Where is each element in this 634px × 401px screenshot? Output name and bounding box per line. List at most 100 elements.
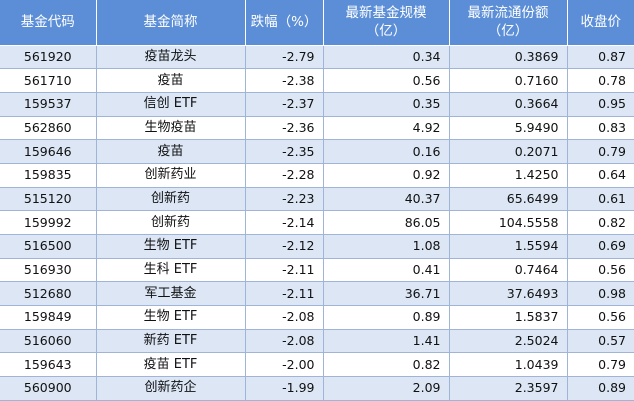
float-shares-cell: 65.6499 <box>449 187 568 212</box>
fund-code-cell: 560900 <box>0 376 97 401</box>
close-price-cell: 0.78 <box>567 68 634 93</box>
fund-size-cell: 0.41 <box>323 258 450 283</box>
table-row: 560900 创新药企 -1.99 2.09 2.3597 0.89 <box>0 376 634 401</box>
float-shares-cell: 104.5558 <box>449 210 568 235</box>
table-header: 基金代码 基金简称 跌幅（%） 最新基金规模 （亿） 最新流通份额 （亿） 收盘价 <box>0 0 634 46</box>
header-text: （亿） <box>487 23 529 40</box>
fund-code-cell: 159643 <box>0 352 97 378</box>
fund-code-cell: 561710 <box>0 68 97 93</box>
fund-name-cell: 疫苗 <box>96 68 246 93</box>
table-row: 515120 创新药 -2.23 40.37 65.6499 0.61 <box>0 187 634 212</box>
float-shares-cell: 0.3869 <box>449 45 568 70</box>
fund-size-cell: 0.82 <box>323 352 450 378</box>
fund-size-cell: 0.35 <box>323 92 450 117</box>
decline-pct-cell: -2.35 <box>245 139 324 164</box>
close-price-cell: 0.89 <box>567 376 634 401</box>
close-price-cell: 0.56 <box>567 258 634 283</box>
fund-size-cell: 1.41 <box>323 329 450 354</box>
fund-size-cell: 1.08 <box>323 234 450 259</box>
fund-name-cell: 创新药企 <box>96 376 246 401</box>
fund-code-cell: 515120 <box>0 187 97 212</box>
fund-size-cell: 36.71 <box>323 281 450 307</box>
decline-pct-cell: -2.37 <box>245 92 324 117</box>
fund-size-cell: 0.92 <box>323 163 450 188</box>
header-text: 跌幅（%） <box>250 14 318 31</box>
close-price-cell: 0.87 <box>567 45 634 70</box>
float-shares-cell: 0.7160 <box>449 68 568 93</box>
float-shares-cell: 0.2071 <box>449 139 568 164</box>
fund-code-cell: 516060 <box>0 329 97 354</box>
close-price-cell: 0.79 <box>567 352 634 378</box>
float-shares-cell: 0.3664 <box>449 92 568 117</box>
header-text: 基金简称 <box>143 14 198 31</box>
table-row: 159537 信创 ETF -2.37 0.35 0.3664 0.95 <box>0 92 634 117</box>
decline-pct-cell: -2.38 <box>245 68 324 93</box>
float-shares-cell: 2.3597 <box>449 376 568 401</box>
fund-size-cell: 2.09 <box>323 376 450 401</box>
decline-pct-cell: -2.08 <box>245 305 324 330</box>
header-text: 收盘价 <box>580 14 622 31</box>
header-fund-code: 基金代码 <box>0 0 97 46</box>
table-row: 512680 军工基金 -2.11 36.71 37.6493 0.98 <box>0 281 634 307</box>
header-fund-name: 基金简称 <box>96 0 246 46</box>
close-price-cell: 0.57 <box>567 329 634 354</box>
fund-name-cell: 创新药业 <box>96 163 246 188</box>
float-shares-cell: 1.4250 <box>449 163 568 188</box>
fund-name-cell: 生物疫苗 <box>96 116 246 141</box>
fund-code-cell: 159849 <box>0 305 97 330</box>
float-shares-cell: 37.6493 <box>449 281 568 307</box>
fund-size-cell: 86.05 <box>323 210 450 235</box>
fund-code-cell: 561920 <box>0 45 97 70</box>
fund-code-cell: 159537 <box>0 92 97 117</box>
decline-pct-cell: -2.08 <box>245 329 324 354</box>
table-row: 516500 生物 ETF -2.12 1.08 1.5594 0.69 <box>0 234 634 259</box>
float-shares-cell: 5.9490 <box>449 116 568 141</box>
fund-name-cell: 生科 ETF <box>96 258 246 283</box>
table-body: 561920 疫苗龙头 -2.79 0.34 0.3869 0.87 561710 疫苗 -2.… <box>0 45 634 401</box>
fund-size-cell: 0.16 <box>323 139 450 164</box>
table-row: 516060 新药 ETF -2.08 1.41 2.5024 0.57 <box>0 329 634 354</box>
float-shares-cell: 0.7464 <box>449 258 568 283</box>
fund-name-cell: 创新药 <box>96 187 246 212</box>
float-shares-cell: 2.5024 <box>449 329 568 354</box>
fund-code-cell: 159835 <box>0 163 97 188</box>
decline-pct-cell: -2.23 <box>245 187 324 212</box>
header-decline-pct: 跌幅（%） <box>245 0 324 46</box>
decline-pct-cell: -2.12 <box>245 234 324 259</box>
fund-code-cell: 159646 <box>0 139 97 164</box>
fund-size-cell: 4.92 <box>323 116 450 141</box>
close-price-cell: 0.83 <box>567 116 634 141</box>
close-price-cell: 0.56 <box>567 305 634 330</box>
table-row: 561920 疫苗龙头 -2.79 0.34 0.3869 0.87 <box>0 45 634 70</box>
fund-name-cell: 创新药 <box>96 210 246 235</box>
close-price-cell: 0.82 <box>567 210 634 235</box>
fund-name-cell: 信创 ETF <box>96 92 246 117</box>
close-price-cell: 0.98 <box>567 281 634 307</box>
fund-code-cell: 512680 <box>0 281 97 307</box>
fund-size-cell: 0.89 <box>323 305 450 330</box>
header-text: 最新基金规模 <box>345 5 427 22</box>
decline-pct-cell: -2.11 <box>245 258 324 283</box>
close-price-cell: 0.69 <box>567 234 634 259</box>
float-shares-cell: 1.0439 <box>449 352 568 378</box>
fund-name-cell: 新药 ETF <box>96 329 246 354</box>
table-row: 159849 生物 ETF -2.08 0.89 1.5837 0.56 <box>0 305 634 330</box>
decline-pct-cell: -2.28 <box>245 163 324 188</box>
fund-code-cell: 562860 <box>0 116 97 141</box>
fund-name-cell: 疫苗 <box>96 139 246 164</box>
decline-pct-cell: -1.99 <box>245 376 324 401</box>
header-fund-size: 最新基金规模 （亿） <box>323 0 450 46</box>
fund-name-cell: 生物 ETF <box>96 305 246 330</box>
decline-pct-cell: -2.00 <box>245 352 324 378</box>
decline-pct-cell: -2.11 <box>245 281 324 307</box>
close-price-cell: 0.79 <box>567 139 634 164</box>
header-close-price: 收盘价 <box>567 0 634 46</box>
decline-pct-cell: -2.79 <box>245 45 324 70</box>
close-price-cell: 0.64 <box>567 163 634 188</box>
header-text: 最新流通份额 <box>467 5 549 22</box>
close-price-cell: 0.95 <box>567 92 634 117</box>
fund-name-cell: 军工基金 <box>96 281 246 307</box>
fund-name-cell: 生物 ETF <box>96 234 246 259</box>
table-row: 159646 疫苗 -2.35 0.16 0.2071 0.79 <box>0 139 634 164</box>
